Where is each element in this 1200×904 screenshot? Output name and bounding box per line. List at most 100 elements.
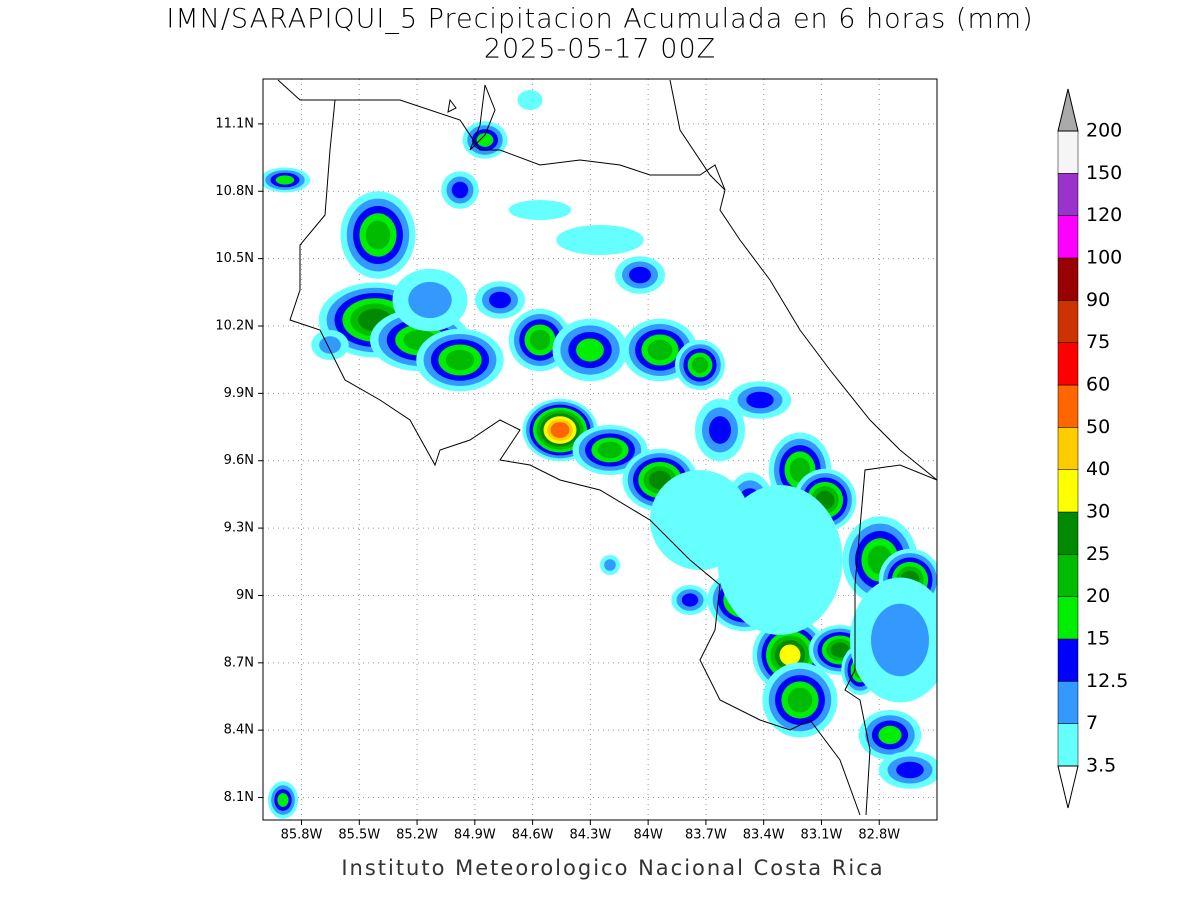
y-tick-label: 10.5N <box>215 251 254 266</box>
colorbar-swatch <box>1057 215 1079 259</box>
precip-area <box>717 485 843 635</box>
precip-area <box>830 642 850 658</box>
colorbar-swatch <box>1057 469 1079 513</box>
colorbar-label: 120 <box>1086 204 1122 226</box>
colorbar-swatch <box>1057 173 1079 216</box>
coastlines <box>277 79 937 816</box>
y-tick-label: 8.7N <box>224 655 254 670</box>
colorbar-swatch <box>1057 511 1079 555</box>
precip-area <box>779 644 801 666</box>
plot-frame <box>262 78 938 821</box>
caribbean-coast <box>669 79 937 481</box>
colorbar-swatch <box>1057 596 1079 640</box>
x-tick-label: 85.2W <box>396 828 438 843</box>
precip-area <box>896 761 924 779</box>
colorbar-swatch <box>1057 384 1079 428</box>
x-tick-label: 82.8W <box>858 828 900 843</box>
colorbar-label: 12.5 <box>1086 670 1128 692</box>
colorbar-label: 60 <box>1086 374 1110 396</box>
precip-area <box>576 338 604 362</box>
y-tick-label: 9N <box>236 588 254 603</box>
precip-area <box>604 559 616 571</box>
precip-area <box>681 593 699 607</box>
precip-area <box>408 281 452 319</box>
precip-area <box>529 329 551 351</box>
colorbar: 3.5 7 12.5 15 20 25 30 40 50 60 75 90 100 120 150 200 <box>1057 88 1128 809</box>
pacific-coast <box>277 79 861 816</box>
colorbar-label: 40 <box>1086 458 1110 480</box>
colorbar-swatch <box>1057 130 1079 174</box>
colorbar-swatch <box>1057 342 1079 386</box>
footer: Instituto Meteorologico Nacional Costa R… <box>341 856 884 880</box>
colorbar-label: 20 <box>1086 585 1110 607</box>
y-tick-label: 9.6N <box>224 453 254 468</box>
precip-area <box>629 266 651 284</box>
precip-area <box>691 356 709 374</box>
precip-area <box>709 416 731 444</box>
colorbar-swatch <box>1057 427 1079 470</box>
colorbar-swatch <box>1057 554 1079 597</box>
colorbar-label: 50 <box>1086 416 1110 438</box>
colorbar-swatch <box>1057 257 1079 301</box>
precip-area <box>787 687 813 713</box>
precip-area <box>550 422 570 438</box>
colorbar-swatch <box>1057 300 1079 343</box>
precip-area <box>517 90 543 110</box>
y-tick-label: 8.4N <box>224 723 254 738</box>
subtitle: 2025-05-17 00Z <box>484 34 716 65</box>
y-tick-label: 8.1N <box>224 790 254 805</box>
colorbar-under <box>1057 765 1079 809</box>
precip-area <box>277 793 289 807</box>
title: IMN/SARAPIQUI_5 Precipitacion Acumulada … <box>166 4 1033 35</box>
colorbar-over <box>1057 88 1079 132</box>
colorbar-label: 3.5 <box>1086 755 1116 777</box>
colorbar-label: 15 <box>1086 628 1110 650</box>
plot-area <box>263 79 937 820</box>
precip-area <box>451 181 469 199</box>
colorbar-label: 150 <box>1086 162 1122 184</box>
precip-area <box>489 291 511 309</box>
y-tick-label: 9.3N <box>224 521 254 536</box>
colorbar-label: 75 <box>1086 331 1110 353</box>
y-tick-label: 10.8N <box>215 184 254 199</box>
precip-area <box>365 220 391 250</box>
precip-area <box>597 441 623 459</box>
precipitation-field <box>263 90 937 819</box>
precip-area <box>476 133 494 147</box>
colorbar-label: 7 <box>1086 712 1098 734</box>
x-tick-label: 84.9W <box>454 828 496 843</box>
northern-border <box>335 99 726 191</box>
colorbar-label: 25 <box>1086 543 1110 565</box>
axis-ticks: 85.8W 85.5W 85.2W 84.9W 84.6W 84.3W 84W 83.7W 83… <box>215 116 900 842</box>
precip-area <box>878 725 902 745</box>
x-tick-label: 83.1W <box>801 828 843 843</box>
eastern-border <box>844 464 937 816</box>
x-tick-label: 84.6W <box>512 828 554 843</box>
colorbar-swatch <box>1057 638 1079 682</box>
colorbar-label: 200 <box>1086 120 1122 142</box>
x-tick-label: 84.3W <box>569 828 611 843</box>
precip-area <box>556 225 644 255</box>
y-tick-label: 9.9N <box>224 386 254 401</box>
colorbar-label: 30 <box>1086 501 1110 523</box>
precip-area <box>746 391 774 409</box>
x-tick-label: 85.5W <box>338 828 380 843</box>
x-tick-label: 83.4W <box>743 828 785 843</box>
precip-area <box>647 339 673 361</box>
precip-area <box>871 603 929 677</box>
x-tick-label: 85.8W <box>281 828 323 843</box>
precip-area <box>508 200 572 220</box>
precip-area <box>275 175 295 185</box>
colorbar-label: 100 <box>1086 247 1122 269</box>
precip-area <box>319 336 341 354</box>
y-tick-label: 11.1N <box>215 116 254 131</box>
colorbar-label: 90 <box>1086 289 1110 311</box>
colorbar-swatch <box>1057 681 1079 724</box>
precip-area <box>445 349 475 371</box>
colorbar-swatch <box>1057 723 1079 767</box>
x-tick-label: 83.7W <box>685 828 727 843</box>
lake <box>447 84 496 151</box>
y-tick-label: 10.2N <box>215 319 254 334</box>
x-tick-label: 84W <box>633 828 663 843</box>
